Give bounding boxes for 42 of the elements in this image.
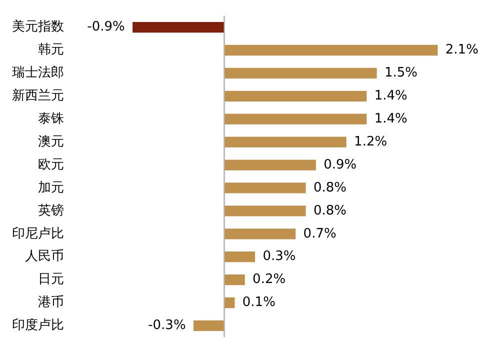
y-tick-label: 日元: [38, 272, 64, 288]
bar: [224, 182, 306, 194]
bar: [224, 297, 235, 308]
data-label: 1.4%: [374, 111, 408, 126]
data-label: 1.2%: [354, 134, 388, 150]
y-tick-label: 人民币: [25, 249, 64, 264]
bar: [224, 274, 245, 286]
bar: [224, 206, 306, 216]
y-tick-label: 美元指数: [12, 18, 64, 35]
data-label: 0.8%: [313, 203, 346, 218]
bar: [224, 136, 346, 148]
data-label: -0.9%: [87, 20, 125, 35]
y-tick-label: 泰铢: [38, 111, 64, 126]
bar: [224, 68, 377, 79]
bar: [224, 228, 296, 240]
y-tick-label: 港币: [38, 295, 64, 310]
data-label: 1.4%: [374, 88, 408, 104]
bar: [132, 22, 224, 33]
data-label: 1.5%: [384, 66, 418, 81]
data-label: 0.3%: [262, 249, 296, 264]
bar: [224, 160, 316, 170]
data-label: 0.1%: [242, 295, 276, 310]
data-label: 0.8%: [313, 180, 346, 196]
bar: [224, 44, 438, 56]
bar: [224, 90, 367, 102]
bar: [224, 114, 367, 124]
bar: [224, 252, 256, 262]
data-label: 0.2%: [252, 272, 286, 288]
data-label: 0.7%: [303, 226, 336, 242]
y-tick-label: 加元: [38, 180, 64, 196]
y-tick-label: 澳元: [38, 134, 64, 150]
data-label: 0.9%: [324, 157, 357, 172]
y-tick-label: 瑞士法郎: [12, 64, 64, 81]
bar: [193, 320, 224, 332]
y-tick-label: 新西兰元: [12, 88, 64, 104]
y-tick-label: 英镑: [38, 203, 64, 218]
data-label: -0.3%: [148, 318, 186, 334]
y-tick-label: 韩元: [38, 42, 64, 58]
y-tick-label: 欧元: [38, 157, 64, 172]
y-tick-label: 印度卢比: [12, 317, 64, 334]
y-tick-label: 印尼卢比: [12, 226, 64, 242]
data-label: 2.1%: [445, 42, 478, 58]
